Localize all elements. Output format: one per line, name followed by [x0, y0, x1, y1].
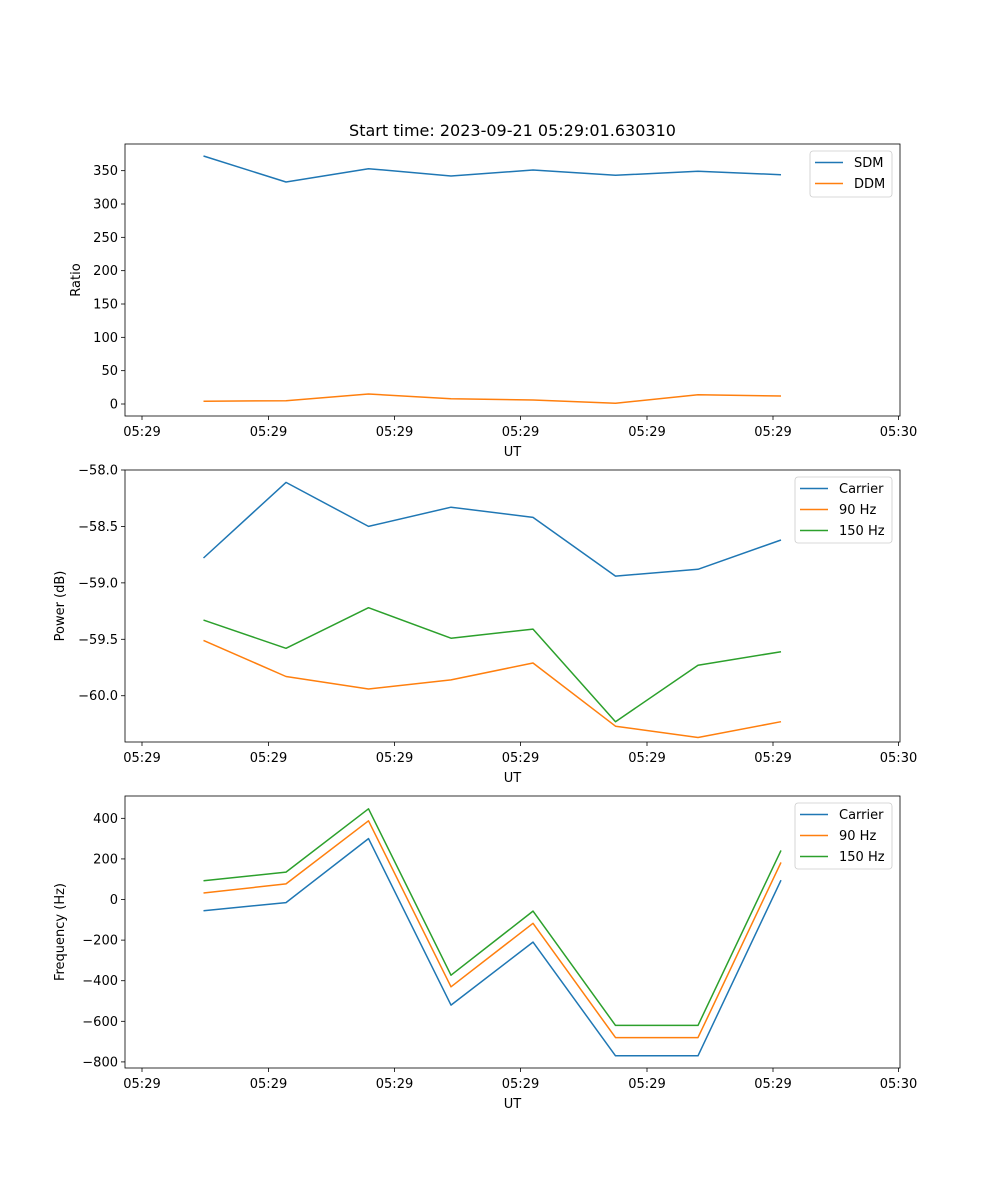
x-tick-label: 05:30: [880, 1077, 917, 1092]
x-tick-label: 05:29: [754, 751, 791, 766]
legend-box: [794, 802, 893, 870]
series-line-ddm: [203, 393, 782, 405]
x-tick-label: 05:29: [628, 1077, 665, 1092]
y-tick-label: 100: [93, 331, 118, 346]
y-tick-label: 0: [110, 398, 118, 413]
y-tick-label: −59.0: [78, 576, 118, 591]
legend-label: DDM: [854, 177, 885, 192]
y-tick-label: 300: [93, 198, 118, 213]
y-tick-label: −58.0: [78, 464, 118, 479]
y-tick-label: 200: [93, 264, 118, 279]
y-tick-label: −800: [82, 1055, 118, 1070]
x-tick-label: 05:29: [123, 751, 160, 766]
series-line-carrier: [202, 481, 782, 577]
legend-label: 150 Hz: [839, 850, 885, 865]
series-line-carrier: [203, 837, 782, 1057]
y-axis-label: Power (dB): [53, 571, 68, 642]
x-tick-label: 05:30: [880, 751, 917, 766]
legend: Carrier 90 Hz 150 Hz: [794, 476, 893, 544]
plot-frame: [124, 795, 901, 1069]
y-tick-label: −59.5: [78, 633, 118, 648]
legend: SDM DDM: [809, 150, 893, 198]
y-tick-label: −200: [82, 934, 118, 949]
legend-box: [794, 476, 893, 544]
x-tick-label: 05:29: [376, 1077, 413, 1092]
y-tick-label: 200: [93, 852, 118, 867]
x-tick-label: 05:29: [250, 425, 287, 440]
legend-label: Carrier: [839, 482, 884, 497]
legend-label: Carrier: [839, 808, 884, 823]
x-axis-label: UT: [504, 445, 522, 460]
x-tick-label: 05:29: [123, 1077, 160, 1092]
series-line-150-hz: [203, 606, 782, 723]
legend: Carrier 90 Hz 150 Hz: [794, 802, 893, 870]
chart-title: Start time: 2023-09-21 05:29:01.630310: [349, 121, 676, 140]
series-line-150-hz: [203, 808, 782, 1027]
x-tick-label: 05:29: [502, 425, 539, 440]
x-tick-label: 05:29: [502, 751, 539, 766]
y-tick-label: 150: [93, 298, 118, 313]
plot-frame: [124, 469, 901, 743]
series-line-90-hz: [203, 820, 782, 1039]
legend-label: SDM: [854, 156, 883, 171]
y-tick-label: 0: [110, 893, 118, 908]
legend-label: 90 Hz: [839, 503, 876, 518]
y-tick-label: 250: [93, 231, 118, 246]
x-tick-label: 05:29: [754, 425, 791, 440]
chart-panel-2: −60.0 −59.5 −59.0 −58.5 −58.0 05:29 05:29 05:29…: [53, 464, 917, 787]
y-tick-label: 400: [93, 812, 118, 827]
x-tick-label: 05:29: [502, 1077, 539, 1092]
x-tick-label: 05:29: [250, 1077, 287, 1092]
x-tick-label: 05:29: [628, 751, 665, 766]
y-axis-label: Ratio: [69, 263, 84, 296]
plot-frame: [124, 143, 901, 417]
x-tick-label: 05:29: [376, 751, 413, 766]
legend-label: 90 Hz: [839, 829, 876, 844]
x-tick-label: 05:29: [123, 425, 160, 440]
series-line-sdm: [203, 155, 782, 183]
y-tick-label: −600: [82, 1015, 118, 1030]
y-axis-label: Frequency (Hz): [53, 883, 68, 981]
y-tick-label: −58.5: [78, 520, 118, 535]
y-tick-label: −60.0: [78, 689, 118, 704]
legend-label: 150 Hz: [839, 524, 885, 539]
x-axis-label: UT: [504, 771, 522, 786]
x-axis-label: UT: [504, 1097, 522, 1112]
y-tick-label: −400: [82, 974, 118, 989]
y-tick-label: 50: [101, 364, 118, 379]
x-tick-label: 05:29: [250, 751, 287, 766]
chart-panel-1: 0 50 100 150 200 250 300 350 05:29 05:29 05:29 05:2…: [69, 143, 917, 460]
x-tick-label: 05:30: [880, 425, 917, 440]
x-tick-label: 05:29: [754, 1077, 791, 1092]
chart-panel-3: −800 −600 −400 −200 0 200 400 05:29 05:29 05:29 05…: [53, 795, 917, 1112]
y-tick-label: 350: [93, 164, 118, 179]
x-tick-label: 05:29: [628, 425, 665, 440]
series-line-90-hz: [203, 639, 782, 739]
x-tick-label: 05:29: [376, 425, 413, 440]
